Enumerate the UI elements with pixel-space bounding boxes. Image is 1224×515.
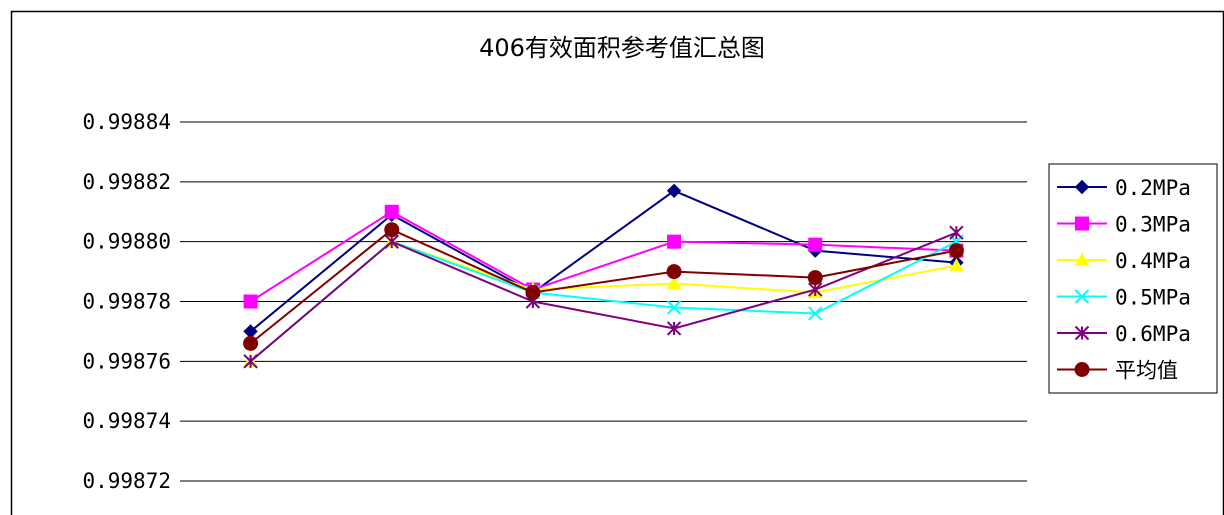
legend-marker bbox=[1074, 325, 1090, 341]
legend-entry: 0.3MPa bbox=[1057, 213, 1191, 237]
data-point bbox=[243, 294, 258, 309]
chart-title: 406有效面积参考值汇总图 bbox=[479, 34, 765, 62]
series-5 bbox=[243, 222, 964, 351]
data-point bbox=[384, 222, 400, 238]
legend-label: 0.2MPa bbox=[1115, 176, 1191, 200]
series-line bbox=[249, 228, 957, 345]
series-line bbox=[249, 189, 957, 333]
chart-area-border bbox=[10, 10, 1224, 515]
legend-label: 平均值 bbox=[1115, 359, 1178, 383]
data-point bbox=[949, 258, 964, 272]
data-point bbox=[949, 225, 964, 240]
legend-marker bbox=[1074, 289, 1090, 304]
data-point bbox=[948, 243, 964, 259]
legend-box bbox=[1048, 163, 1218, 394]
y-tick-label: 0.99882 bbox=[82, 170, 171, 194]
series-line bbox=[249, 231, 957, 363]
series-line bbox=[250, 210, 957, 303]
y-tick-label: 0.99884 bbox=[82, 110, 171, 134]
data-point bbox=[384, 204, 399, 219]
y-tick-label: 0.99880 bbox=[82, 230, 171, 254]
legend-label: 0.6MPa bbox=[1115, 322, 1191, 346]
legend-label: 0.3MPa bbox=[1115, 213, 1191, 237]
y-tick-label: 0.99876 bbox=[82, 349, 171, 373]
legend-marker bbox=[1074, 362, 1090, 377]
legend-label: 0.4MPa bbox=[1115, 249, 1191, 273]
data-point bbox=[666, 300, 682, 315]
legend-entry: 0.5MPa bbox=[1057, 286, 1191, 310]
legend: 0.2MPa 0.3MPa 0.4MPa 0.5MPa 0.6MPa 平均值 bbox=[1048, 163, 1218, 394]
y-axis-tick-labels: 0.99884 0.99882 0.99880 0.99878 0.99876 0.998… bbox=[82, 110, 171, 493]
legend-entry: 0.2MPa bbox=[1057, 176, 1191, 200]
data-point bbox=[808, 237, 823, 252]
data-point bbox=[808, 306, 823, 321]
data-point bbox=[666, 321, 682, 336]
data-point bbox=[243, 354, 258, 369]
data-point bbox=[525, 285, 541, 301]
y-tick-label: 0.99872 bbox=[82, 469, 171, 493]
data-point bbox=[243, 335, 259, 351]
data-point bbox=[666, 276, 682, 290]
data-point bbox=[666, 183, 682, 199]
y-tick-label: 0.99878 bbox=[82, 290, 171, 314]
data-point bbox=[666, 264, 682, 280]
y-tick-label: 0.99874 bbox=[82, 409, 171, 433]
data-point bbox=[807, 270, 823, 286]
legend-entry: 平均值 bbox=[1057, 359, 1178, 383]
data-point bbox=[384, 234, 399, 249]
legend-label: 0.5MPa bbox=[1115, 286, 1191, 310]
data-point bbox=[808, 282, 823, 297]
series-group bbox=[243, 183, 964, 369]
legend-marker bbox=[1074, 179, 1090, 195]
legend-entry: 0.4MPa bbox=[1057, 249, 1191, 273]
legend-entry: 0.6MPa bbox=[1057, 322, 1191, 346]
legend-marker bbox=[1075, 216, 1089, 231]
legend-marker bbox=[1074, 252, 1090, 266]
data-point bbox=[667, 234, 682, 249]
